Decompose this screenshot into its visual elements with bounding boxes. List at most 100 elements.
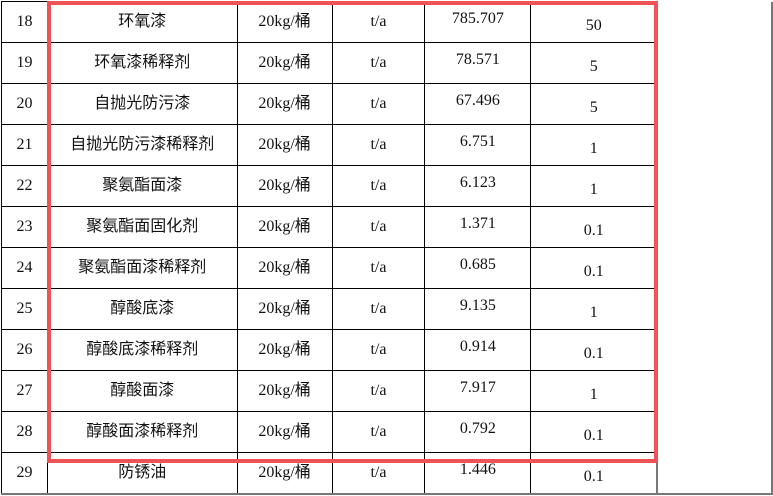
package-spec: 20kg/桶 [258,177,311,194]
row-number: 24 [16,259,33,276]
empty-cell [656,165,773,207]
unit-cell: t/a [331,452,426,495]
row-number-cell: 25 [1,288,48,330]
material-name: 醇酸面漆稀释剂 [86,423,199,440]
table-row: 26 醇酸底漆稀释剂 20kg/桶 t/a 0.914 0.1 [1,329,773,371]
unit: t/a [370,382,387,399]
annual-amount-cell: 1.446 [424,452,532,495]
row-number: 25 [16,300,33,317]
material-name: 聚氨酯面漆稀释剂 [78,259,207,276]
max-storage: 0.1 [583,427,604,444]
unit-cell: t/a [331,247,426,289]
empty-cell [656,42,773,84]
table-row: 18 环氧漆 20kg/桶 t/a 785.707 50 [1,1,773,43]
empty-cell [656,124,773,166]
package-spec-cell: 20kg/桶 [236,206,333,248]
unit: t/a [370,13,387,30]
material-name-cell: 醇酸底漆稀释剂 [46,329,238,371]
unit: t/a [370,300,387,317]
row-number: 18 [16,13,33,30]
annual-amount-cell: 785.707 [424,1,532,43]
package-spec: 20kg/桶 [258,259,311,276]
max-storage: 1 [589,181,598,198]
unit-cell: t/a [331,83,426,125]
unit: t/a [370,341,387,358]
unit-cell: t/a [331,411,426,453]
row-number-cell: 22 [1,165,48,207]
max-storage-cell: 0.1 [530,247,658,289]
unit: t/a [370,177,387,194]
row-number-cell: 19 [1,42,48,84]
material-name-cell: 自抛光防污漆 [46,83,238,125]
package-spec-cell: 20kg/桶 [236,1,333,43]
table-row: 19 环氧漆稀释剂 20kg/桶 t/a 78.571 5 [1,42,773,84]
annual-amount-cell: 1.371 [424,206,532,248]
table-row: 28 醇酸面漆稀释剂 20kg/桶 t/a 0.792 0.1 [1,411,773,453]
material-name: 环氧漆稀释剂 [94,54,191,71]
annual-amount: 67.496 [455,92,500,109]
unit-cell: t/a [331,165,426,207]
package-spec: 20kg/桶 [258,95,311,112]
annual-amount-cell: 6.123 [424,165,532,207]
annual-amount-cell: 9.135 [424,288,532,330]
max-storage-cell: 1 [530,124,658,166]
row-number-cell: 20 [1,83,48,125]
row-number: 29 [16,464,33,481]
material-name: 醇酸面漆 [110,382,175,399]
material-name: 环氧漆 [118,13,167,30]
material-name-cell: 聚氨酯面漆稀释剂 [46,247,238,289]
max-storage-cell: 0.1 [530,329,658,371]
unit-cell: t/a [331,1,426,43]
row-number-cell: 18 [1,1,48,43]
material-name-cell: 醇酸底漆 [46,288,238,330]
empty-cell [656,288,773,330]
unit: t/a [370,136,387,153]
annual-amount: 785.707 [451,10,504,27]
max-storage: 1 [589,304,598,321]
package-spec-cell: 20kg/桶 [236,329,333,371]
package-spec: 20kg/桶 [258,300,311,317]
package-spec: 20kg/桶 [258,54,311,71]
unit-cell: t/a [331,124,426,166]
material-name-cell: 聚氨酯面漆 [46,165,238,207]
max-storage: 0.1 [583,345,604,362]
max-storage-cell: 1 [530,165,658,207]
unit: t/a [370,423,387,440]
package-spec: 20kg/桶 [258,218,311,235]
package-spec-cell: 20kg/桶 [236,288,333,330]
max-storage: 1 [589,386,598,403]
table-row: 24 聚氨酯面漆稀释剂 20kg/桶 t/a 0.685 0.1 [1,247,773,289]
empty-cell [656,329,773,371]
table-row: 27 醇酸面漆 20kg/桶 t/a 7.917 1 [1,370,773,412]
table-row: 23 聚氨酯面固化剂 20kg/桶 t/a 1.371 0.1 [1,206,773,248]
unit-cell: t/a [331,329,426,371]
package-spec: 20kg/桶 [258,382,311,399]
annual-amount: 78.571 [455,51,500,68]
max-storage: 0.1 [583,263,604,280]
max-storage-cell: 0.1 [530,452,658,495]
max-storage: 50 [585,17,602,34]
row-number-cell: 28 [1,411,48,453]
row-number: 22 [16,177,33,194]
unit: t/a [370,54,387,71]
package-spec: 20kg/桶 [258,423,311,440]
annual-amount: 0.685 [459,256,496,273]
max-storage-cell: 0.1 [530,411,658,453]
row-number: 20 [16,95,33,112]
row-number-cell: 21 [1,124,48,166]
table-row: 29 防锈油 20kg/桶 t/a 1.446 0.1 [1,452,773,495]
package-spec-cell: 20kg/桶 [236,370,333,412]
package-spec: 20kg/桶 [258,13,311,30]
max-storage-cell: 50 [530,1,658,43]
package-spec: 20kg/桶 [258,464,311,481]
empty-cell [656,370,773,412]
max-storage-cell: 5 [530,42,658,84]
empty-cell [656,1,773,43]
row-number: 26 [16,341,33,358]
annual-amount-cell: 67.496 [424,83,532,125]
row-number: 27 [16,382,33,399]
row-number-cell: 26 [1,329,48,371]
unit-cell: t/a [331,42,426,84]
